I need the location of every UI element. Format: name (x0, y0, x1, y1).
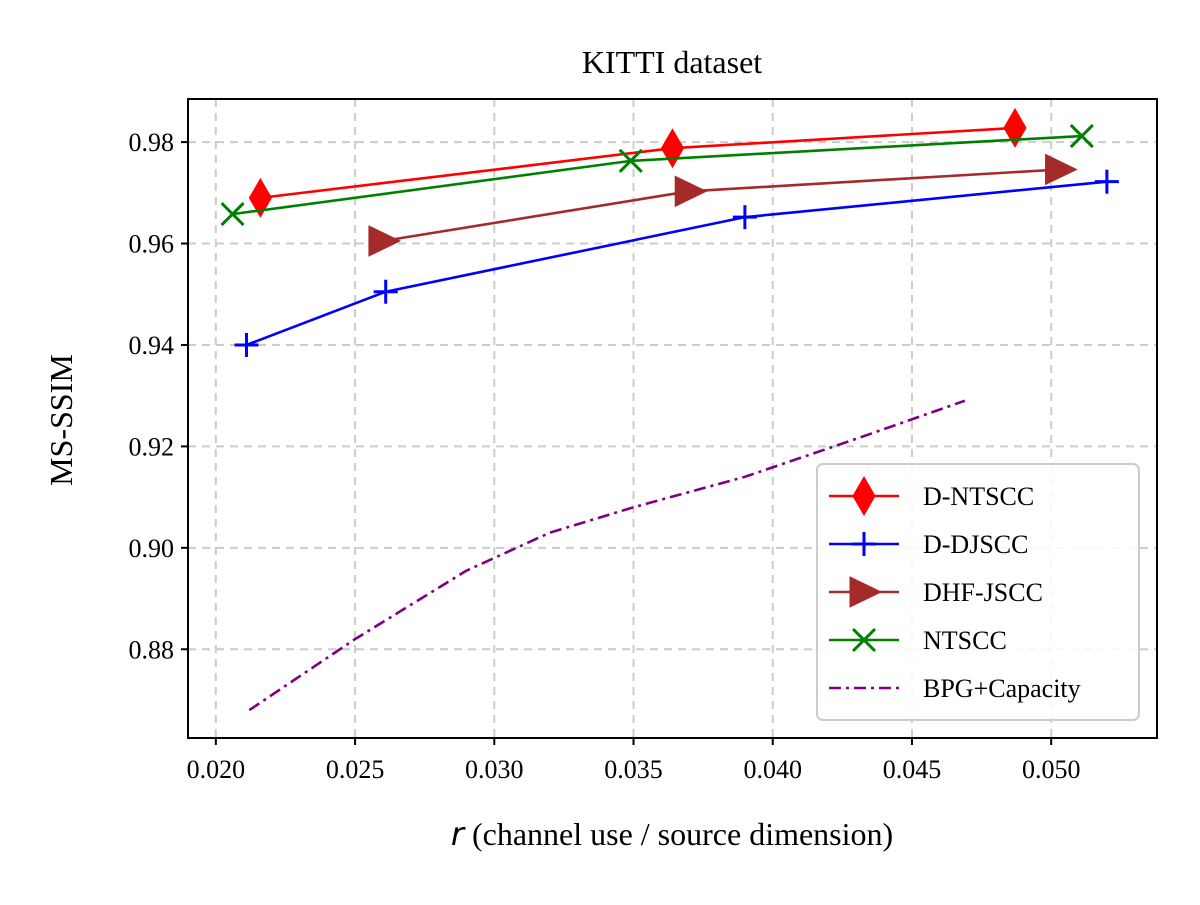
legend-label-bpg-capacity: BPG+Capacity (923, 674, 1081, 703)
series-bpg-capacity (248, 399, 966, 712)
x-tick-label: 0.050 (1022, 755, 1081, 784)
series-d-djscc (234, 169, 1119, 357)
x-marker-b (851, 627, 877, 653)
legend-label-ntscc: NTSCC (923, 626, 1007, 655)
data-point-d-djscc (373, 279, 398, 304)
x-marker-b (618, 148, 643, 173)
legend-box (816, 463, 1140, 721)
x-axis-label-variable: r (451, 815, 466, 853)
legend-item-d-djscc: D-DJSCC (829, 530, 1028, 559)
y-tick-label: 0.90 (129, 534, 175, 563)
data-point-d-djscc (234, 332, 259, 357)
x-axis-label: r (channel use / source dimension) (451, 815, 893, 853)
legend-marker-d-djscc (852, 532, 876, 556)
x-tick-label: 0.035 (604, 755, 663, 784)
series-layer (220, 107, 1119, 712)
legend-item-bpg-capacity: BPG+Capacity (829, 674, 1081, 703)
legend: D-NTSCC D-DJSCC DHF-JSCC NTSCC BPG+Capacity (816, 463, 1140, 721)
data-point-d-ntscc (1003, 107, 1027, 148)
data-point-ntscc (220, 202, 245, 227)
data-point-dhf-jscc (1045, 153, 1078, 186)
x-tick-label: 0.025 (326, 755, 385, 784)
legend-item-dhf-jscc: DHF-JSCC (829, 576, 1043, 608)
data-point-ntscc (1069, 123, 1094, 149)
legend-marker-d-ntscc (852, 476, 876, 516)
axis-layer: 0.020 0.025 0.030 0.035 0.040 0.045 0.050 0.88 0… (129, 128, 1081, 784)
data-point-d-djscc (1094, 169, 1119, 194)
y-tick-label: 0.88 (129, 635, 175, 664)
data-point-ntscc (618, 148, 643, 173)
data-point-d-ntscc (248, 177, 272, 218)
x-tick-label: 0.020 (187, 755, 246, 784)
y-tick-label: 0.92 (129, 432, 175, 461)
legend-item-d-ntscc: D-NTSCC (829, 476, 1034, 516)
legend-marker-dhf-jscc (849, 576, 883, 608)
y-axis-label: MS-SSIM (43, 354, 79, 486)
chart-title: KITTI dataset (582, 44, 762, 80)
legend-item-ntscc: NTSCC (829, 626, 1007, 655)
x-axis-label-text: (channel use / source dimension) (464, 816, 893, 852)
x-tick-label: 0.030 (465, 755, 524, 784)
series-line-bpg-capacity (248, 399, 966, 712)
y-tick-label: 0.96 (129, 230, 175, 259)
data-point-dhf-jscc (368, 225, 402, 257)
plot-frame (187, 98, 1158, 739)
series-line-d-djscc (246, 180, 1108, 347)
legend-label-dhf-jscc: DHF-JSCC (923, 578, 1043, 607)
legend-marker-ntscc (851, 627, 877, 653)
y-tick-label: 0.98 (129, 128, 175, 157)
x-marker-b (1069, 123, 1094, 149)
legend-label-d-djscc: D-DJSCC (923, 530, 1028, 559)
legend-label-d-ntscc: D-NTSCC (923, 482, 1034, 511)
x-tick-label: 0.040 (743, 755, 802, 784)
series-ntscc (220, 123, 1094, 227)
y-tick-label: 0.94 (129, 331, 175, 360)
x-marker-b (220, 202, 245, 227)
x-tick-label: 0.045 (883, 755, 942, 784)
data-point-d-djscc (732, 205, 757, 230)
series-dhf-jscc (368, 153, 1078, 257)
data-point-dhf-jscc (674, 175, 708, 208)
